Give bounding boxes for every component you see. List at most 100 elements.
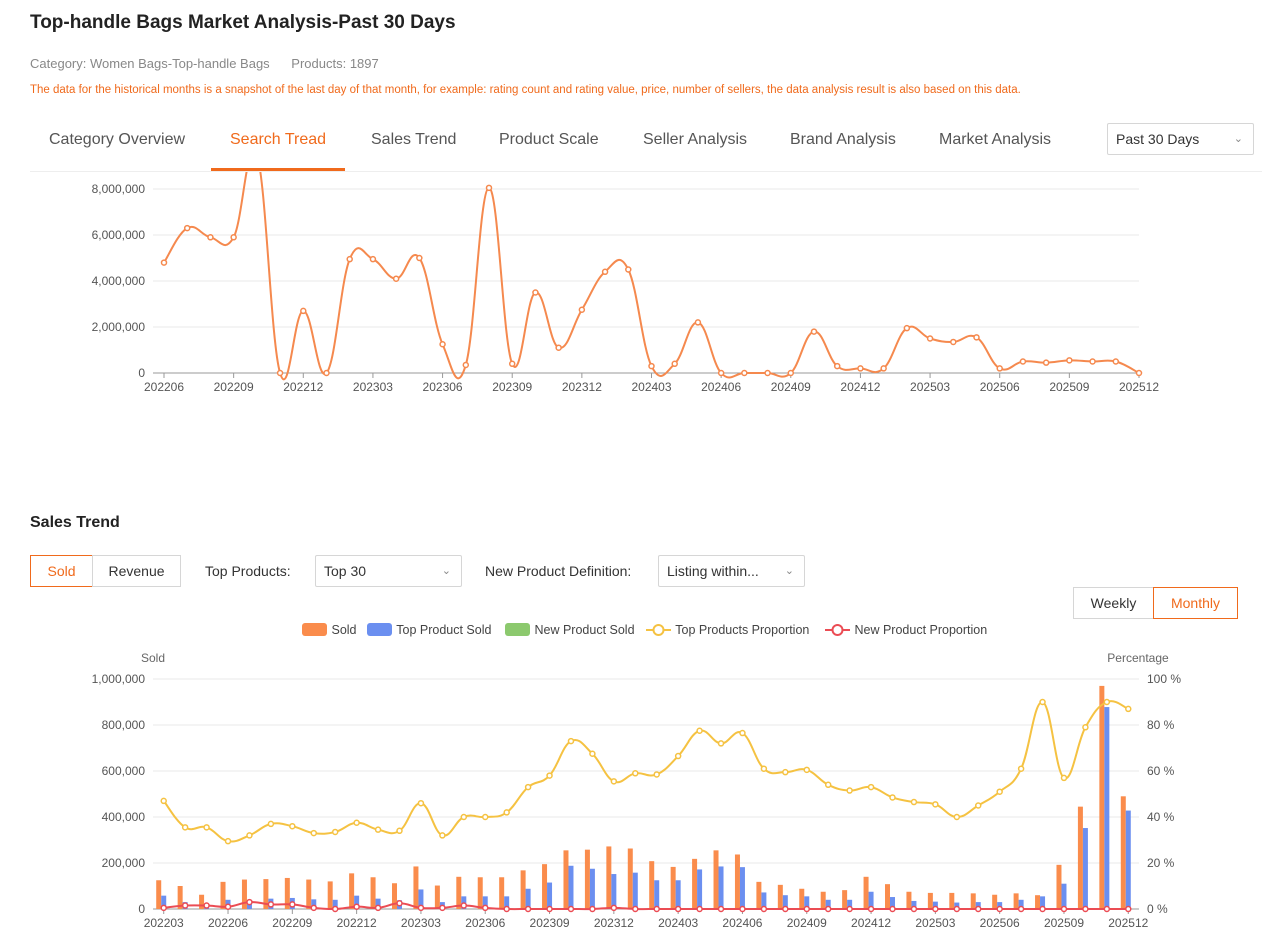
top-products-proportion-point [417, 799, 425, 807]
data-point [1019, 358, 1027, 365]
data-point [532, 289, 539, 296]
y-tick-label: 6,000,000 [92, 228, 146, 242]
new-product-proportion-point [824, 905, 832, 913]
new-product-select[interactable]: Listing within... ⌄ [658, 555, 805, 587]
bar-sold [156, 880, 162, 909]
y-right-tick-label: 20 % [1147, 856, 1175, 870]
tab-sales-trend[interactable]: Sales Trend [371, 131, 457, 148]
revenue-button[interactable]: Revenue [92, 555, 181, 587]
top-products-proportion-point [439, 832, 446, 839]
top-products-proportion-point [546, 772, 553, 779]
data-point [717, 369, 725, 377]
top-products-proportion-point [567, 737, 575, 745]
bar-top-product-sold [1018, 899, 1024, 909]
tab-search-tread[interactable]: Search Tread [211, 112, 346, 171]
bar-top-product-sold [1040, 896, 1046, 909]
bar-sold [327, 881, 333, 909]
top-products-proportion-point [910, 798, 918, 806]
top-products-proportion-point [160, 797, 167, 805]
x-tick-label: 202512 [1119, 380, 1159, 394]
search-trend-line [163, 172, 1140, 381]
new-product-proportion-point [867, 905, 875, 913]
bar-sold [692, 858, 698, 909]
top-products-proportion-point [1039, 698, 1046, 706]
legend-sold[interactable]: Sold [302, 622, 357, 637]
right-axis-title: Percentage [1107, 651, 1169, 665]
new-product-proportion-point [331, 905, 339, 913]
data-point [323, 369, 330, 377]
new-product-proportion-point [181, 902, 189, 909]
bar-top-product-sold [718, 866, 724, 909]
period-select[interactable]: Past 30 Days ⌄ [1107, 123, 1254, 155]
new-product-proportion-point [782, 905, 789, 913]
top-products-proportion-point [181, 824, 189, 831]
new-product-proportion-point [974, 905, 982, 913]
tab-seller-analysis[interactable]: Seller Analysis [643, 131, 748, 148]
x-tick-label: 202209 [272, 916, 312, 930]
legend-top-product-sold[interactable]: Top Product Sold [367, 622, 491, 637]
legend-new-product-proportion[interactable]: New Product Proportion [825, 622, 987, 637]
x-tick-label: 202312 [594, 916, 634, 930]
new-product-proportion-line [163, 901, 1129, 911]
new-product-proportion-point [889, 905, 896, 913]
chevron-down-icon: ⌄ [784, 565, 794, 577]
bar-sold [520, 870, 526, 909]
data-point [880, 365, 887, 372]
new-product-proportion-point [353, 903, 360, 910]
sales-trend-chart: Sold Percentage 0 0 % 200,000 20 % 400,000 40 %… [92, 651, 1182, 930]
y-tick-label: 0 [138, 366, 145, 380]
new-product-proportion-point [674, 905, 682, 913]
data-point [416, 254, 423, 262]
data-point [810, 328, 818, 335]
bar-sold [670, 866, 676, 909]
x-tick-label: 202306 [423, 380, 463, 394]
new-product-proportion-point [1060, 905, 1068, 913]
top-products-proportion-point [782, 768, 789, 776]
new-product-proportion-point [1103, 905, 1111, 913]
bar-top-product-sold [311, 899, 317, 909]
bar-sold [949, 892, 955, 909]
bar-sold [1120, 796, 1126, 909]
chart-legend: Sold Top Product Sold New Product Sold T… [0, 622, 1269, 640]
data-point [950, 338, 957, 346]
top-products-select[interactable]: Top 30 ⌄ [315, 555, 462, 587]
new-product-proportion-point [567, 905, 575, 913]
data-point [857, 365, 864, 372]
top-products-proportion-point [267, 820, 275, 828]
bar-sold [177, 886, 183, 909]
top-products-proportion-point [717, 740, 725, 747]
bar-top-product-sold [525, 888, 531, 909]
tab-brand-analysis[interactable]: Brand Analysis [790, 131, 896, 148]
bar-top-product-sold [332, 899, 338, 909]
bar-sold [392, 883, 397, 909]
tab-product-scale[interactable]: Product Scale [499, 131, 599, 148]
top-products-proportion-point [932, 801, 939, 808]
bar-sold [606, 846, 612, 909]
y-left-tick-label: 400,000 [102, 810, 146, 824]
monthly-button[interactable]: Monthly [1153, 587, 1238, 619]
tab-market-analysis[interactable]: Market Analysis [939, 131, 1052, 148]
y-right-tick-label: 0 % [1147, 902, 1168, 916]
tab-category-overview[interactable]: Category Overview [49, 131, 186, 148]
x-tick-label: 202212 [337, 916, 377, 930]
new-product-proportion-point [439, 904, 446, 912]
weekly-button[interactable]: Weekly [1073, 587, 1154, 619]
top-products-proportion-point [589, 750, 596, 757]
legend-new-product-sold[interactable]: New Product Sold [505, 622, 635, 637]
bar-top-product-sold [739, 867, 745, 909]
top-products-proportion-point [760, 765, 768, 772]
bar-top-product-sold [1082, 828, 1088, 909]
bar-sold [370, 877, 376, 909]
data-point [508, 360, 516, 368]
bar-sold [906, 891, 912, 909]
new-product-proportion-point [1082, 905, 1089, 913]
sold-button[interactable]: Sold [30, 555, 93, 587]
legend-top-products-proportion[interactable]: Top Products Proportion [646, 622, 809, 637]
top-products-proportion-point [524, 783, 532, 791]
y-right-tick-label: 60 % [1147, 764, 1175, 778]
new-product-proportion-point [503, 905, 510, 913]
top-products-proportion-point [374, 826, 382, 833]
bar-top-product-sold [975, 902, 981, 909]
bar-top-product-sold [632, 872, 638, 909]
new-product-proportion-point [267, 901, 275, 908]
